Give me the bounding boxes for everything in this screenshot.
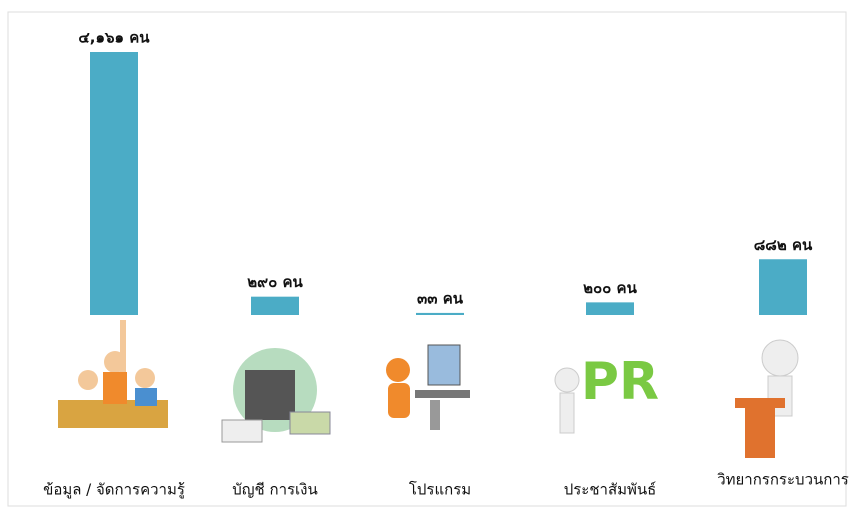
- icon-pr: PR: [555, 352, 659, 433]
- bar: [586, 302, 634, 315]
- value-label: ๓๓ คน: [417, 289, 464, 307]
- icon-programmer: [386, 345, 470, 430]
- category-label: วิทยากรกระบวนการ: [717, 471, 849, 489]
- icon-finance: [222, 348, 330, 442]
- chart: PR ๔,๑๖๑ คนข้อมูล / จัดการความรู้ ๒๙๐ คนบ…: [0, 0, 851, 510]
- category-label: ประชาสัมพันธ์: [564, 481, 657, 499]
- svg-text:PR: PR: [581, 352, 659, 412]
- bar: [416, 313, 464, 315]
- value-label: ๒๐๐ คน: [583, 279, 637, 297]
- category-label: บัญชี การเงิน: [232, 481, 318, 499]
- page: PR ๔,๑๖๑ คนข้อมูล / จัดการความรู้ ๒๙๐ คนบ…: [0, 0, 851, 510]
- category-label: โปรแกรม: [409, 481, 471, 499]
- value-label: ๒๙๐ คน: [247, 273, 303, 291]
- icon-students: [58, 320, 168, 428]
- value-label: ๔,๑๖๑ คน: [78, 29, 150, 47]
- category-label: ข้อมูล / จัดการความรู้: [43, 481, 185, 499]
- bar: [759, 259, 807, 315]
- bar: [251, 297, 299, 315]
- value-label: ๘๘๒ คน: [754, 236, 813, 254]
- bar: [90, 52, 138, 315]
- icon-speaker: [735, 340, 798, 458]
